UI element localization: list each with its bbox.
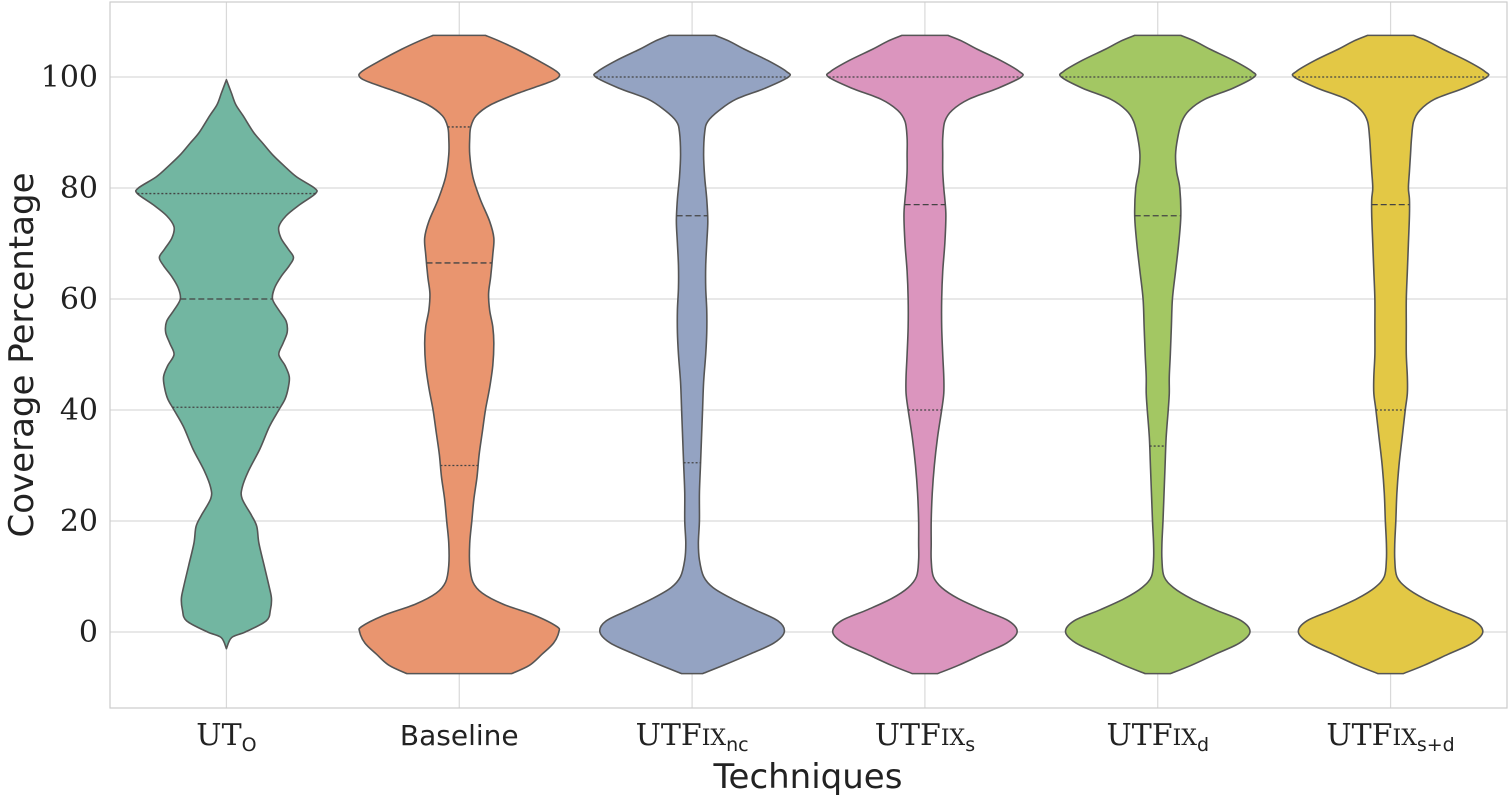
x-tick-labels: UTO Baseline UTFIXnc UTFIXs UTFIXd UTFIXs+d xyxy=(196,718,1454,756)
x-tick-label: UTO xyxy=(196,718,256,756)
violin-body xyxy=(358,34,561,675)
violin-group xyxy=(1291,34,1490,675)
y-tick-labels: 0 20 40 60 80 100 xyxy=(41,60,98,650)
violin-group xyxy=(134,78,318,650)
violin-body xyxy=(593,34,792,675)
x-tick-label: UTFIXd xyxy=(1106,718,1209,756)
x-tick-label: UTFIXs xyxy=(875,718,975,756)
plot-background xyxy=(110,2,1507,708)
x-tick-label: Baseline xyxy=(400,719,519,752)
violin-group xyxy=(593,34,792,675)
x-tick-label: UTFIXnc xyxy=(636,718,749,756)
y-tick-label: 20 xyxy=(60,504,98,539)
violin-body xyxy=(134,78,318,650)
x-axis-title: Techniques xyxy=(713,757,903,795)
y-tick-label: 40 xyxy=(60,393,98,428)
y-tick-label: 80 xyxy=(60,171,98,206)
violin-body xyxy=(1058,34,1257,675)
plot-frame xyxy=(109,1,1508,709)
y-tick-label: 60 xyxy=(60,282,98,317)
violin-body xyxy=(1291,34,1490,675)
y-tick-label: 0 xyxy=(79,615,98,650)
violin-group xyxy=(358,34,561,675)
violins xyxy=(134,34,1490,675)
violin-group xyxy=(825,34,1024,675)
y-axis-title: Coverage Percentage xyxy=(2,173,42,538)
violin-body xyxy=(825,34,1024,675)
y-tick-label: 100 xyxy=(41,60,98,95)
violin-group xyxy=(1058,34,1257,675)
x-tick-label: UTFIXs+d xyxy=(1326,718,1454,756)
